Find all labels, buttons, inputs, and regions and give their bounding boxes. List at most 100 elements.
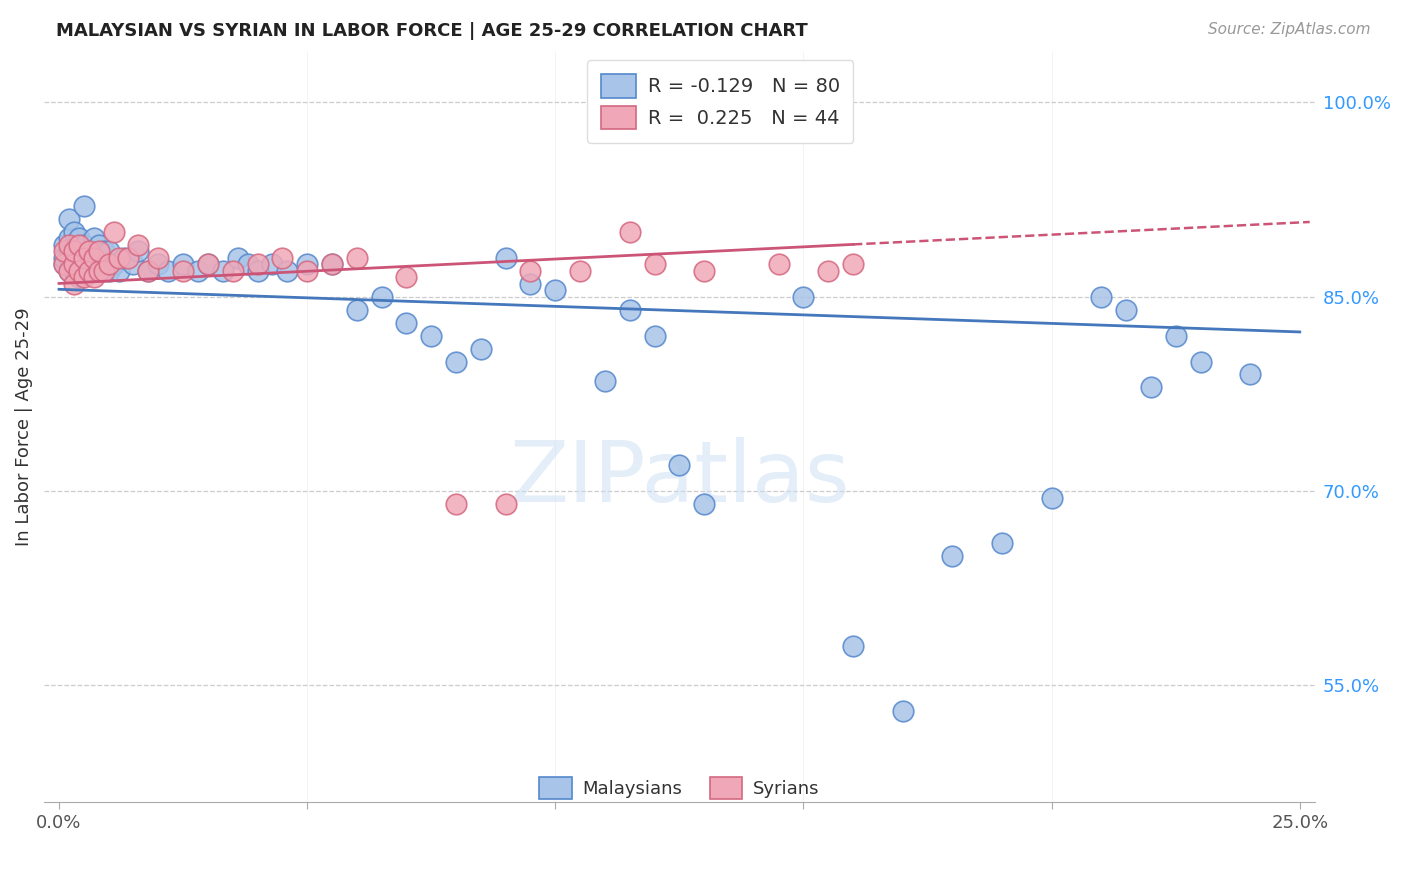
Point bbox=[73, 270, 96, 285]
Point bbox=[842, 257, 865, 271]
Point bbox=[52, 238, 75, 252]
Text: -0.129: -0.129 bbox=[626, 73, 689, 92]
Point bbox=[63, 257, 86, 271]
Point bbox=[370, 290, 392, 304]
Point bbox=[83, 231, 105, 245]
Point bbox=[117, 251, 139, 265]
Point bbox=[817, 264, 839, 278]
Point bbox=[1239, 368, 1261, 382]
Point bbox=[941, 549, 963, 563]
Point bbox=[1090, 290, 1112, 304]
Point bbox=[67, 264, 90, 278]
Point bbox=[271, 251, 294, 265]
Point bbox=[346, 302, 368, 317]
Point bbox=[52, 244, 75, 259]
Point bbox=[83, 251, 105, 265]
Point bbox=[644, 257, 666, 271]
Point bbox=[73, 251, 96, 265]
Point bbox=[246, 264, 269, 278]
Point bbox=[768, 257, 790, 271]
Text: MALAYSIAN VS SYRIAN IN LABOR FORCE | AGE 25-29 CORRELATION CHART: MALAYSIAN VS SYRIAN IN LABOR FORCE | AGE… bbox=[56, 22, 808, 40]
Point bbox=[246, 257, 269, 271]
Point bbox=[1164, 328, 1187, 343]
Text: 44: 44 bbox=[709, 103, 735, 122]
Point bbox=[52, 251, 75, 265]
Point bbox=[73, 238, 96, 252]
Point bbox=[67, 270, 90, 285]
Point bbox=[842, 640, 865, 654]
Point bbox=[321, 257, 343, 271]
Point bbox=[73, 264, 96, 278]
Text: ZIPatlas: ZIPatlas bbox=[509, 437, 849, 520]
Point bbox=[87, 264, 110, 278]
Point bbox=[67, 231, 90, 245]
Point bbox=[127, 238, 149, 252]
Point bbox=[569, 264, 592, 278]
Point bbox=[93, 264, 115, 278]
Point bbox=[63, 225, 86, 239]
Point bbox=[593, 374, 616, 388]
Point bbox=[276, 264, 298, 278]
Text: 80: 80 bbox=[709, 73, 735, 92]
Point bbox=[63, 257, 86, 271]
Point bbox=[668, 458, 690, 472]
Point bbox=[87, 238, 110, 252]
Point bbox=[63, 238, 86, 252]
Point bbox=[58, 264, 80, 278]
Point bbox=[97, 244, 120, 259]
Point bbox=[444, 497, 467, 511]
Point bbox=[295, 264, 318, 278]
Point bbox=[444, 354, 467, 368]
Point bbox=[395, 316, 418, 330]
Point bbox=[544, 283, 567, 297]
Legend: Malaysians, Syrians: Malaysians, Syrians bbox=[530, 768, 828, 808]
Point bbox=[693, 497, 716, 511]
Text: R =: R = bbox=[596, 73, 640, 92]
Point bbox=[891, 704, 914, 718]
Point bbox=[222, 264, 245, 278]
Point bbox=[262, 257, 284, 271]
Point bbox=[83, 270, 105, 285]
Point bbox=[157, 264, 180, 278]
Point bbox=[138, 264, 160, 278]
Point bbox=[495, 497, 517, 511]
Point bbox=[519, 277, 541, 291]
Point bbox=[693, 264, 716, 278]
Point bbox=[63, 277, 86, 291]
Point bbox=[67, 244, 90, 259]
Point bbox=[58, 212, 80, 227]
Point bbox=[138, 264, 160, 278]
Point bbox=[87, 264, 110, 278]
Point bbox=[519, 264, 541, 278]
Point bbox=[58, 231, 80, 245]
Point bbox=[58, 251, 80, 265]
Point bbox=[63, 264, 86, 278]
Point bbox=[1140, 380, 1163, 394]
Point bbox=[67, 257, 90, 271]
Point bbox=[420, 328, 443, 343]
Point bbox=[1115, 302, 1137, 317]
Point bbox=[63, 251, 86, 265]
Point bbox=[742, 115, 765, 129]
Point bbox=[295, 257, 318, 271]
Point bbox=[83, 251, 105, 265]
Point bbox=[77, 244, 100, 259]
Point bbox=[77, 251, 100, 265]
Point bbox=[1189, 354, 1212, 368]
Point bbox=[127, 244, 149, 259]
Point bbox=[87, 251, 110, 265]
Point bbox=[97, 257, 120, 271]
Point bbox=[619, 302, 641, 317]
Point bbox=[58, 264, 80, 278]
Text: N =: N = bbox=[673, 73, 730, 92]
Point bbox=[619, 225, 641, 239]
Point bbox=[172, 257, 194, 271]
Point bbox=[103, 257, 125, 271]
Text: R =: R = bbox=[596, 103, 640, 122]
Point bbox=[58, 238, 80, 252]
Point bbox=[187, 264, 209, 278]
Point bbox=[58, 244, 80, 259]
Y-axis label: In Labor Force | Age 25-29: In Labor Force | Age 25-29 bbox=[15, 307, 32, 546]
Point bbox=[93, 257, 115, 271]
Point bbox=[148, 251, 170, 265]
